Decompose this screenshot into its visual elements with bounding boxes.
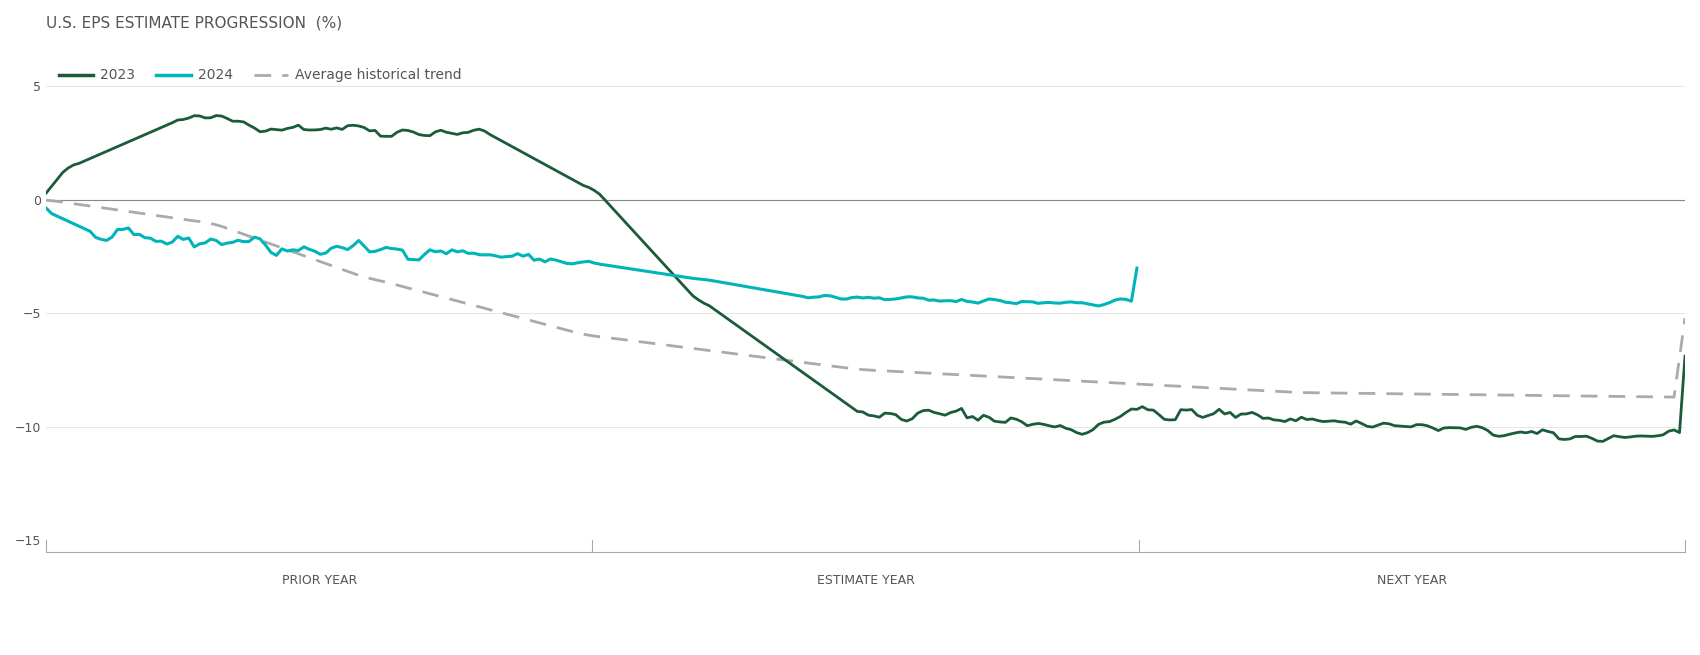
- Legend: 2023, 2024, Average historical trend: 2023, 2024, Average historical trend: [53, 63, 468, 88]
- Text: ESTIMATE YEAR: ESTIMATE YEAR: [816, 574, 915, 588]
- Text: U.S. EPS ESTIMATE PROGRESSION  (%): U.S. EPS ESTIMATE PROGRESSION (%): [46, 15, 342, 30]
- Text: PRIOR YEAR: PRIOR YEAR: [282, 574, 357, 588]
- Text: NEXT YEAR: NEXT YEAR: [1377, 574, 1447, 588]
